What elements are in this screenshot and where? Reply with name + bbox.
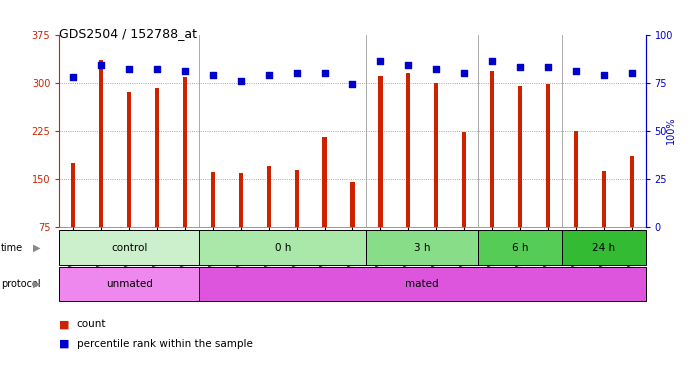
Bar bbox=[378, 76, 383, 227]
Bar bbox=[127, 92, 131, 227]
Bar bbox=[71, 162, 75, 227]
Text: time: time bbox=[1, 243, 23, 253]
Point bbox=[291, 70, 302, 76]
Text: percentile rank within the sample: percentile rank within the sample bbox=[77, 339, 253, 349]
Y-axis label: 100%: 100% bbox=[666, 117, 676, 144]
Text: ▶: ▶ bbox=[33, 279, 40, 289]
Bar bbox=[490, 71, 494, 227]
Bar bbox=[546, 84, 550, 227]
Point bbox=[207, 72, 218, 78]
Point bbox=[626, 70, 637, 76]
Bar bbox=[199, 230, 366, 265]
Bar bbox=[322, 137, 327, 227]
Text: ▶: ▶ bbox=[33, 243, 40, 253]
Point bbox=[263, 72, 274, 78]
Bar bbox=[99, 60, 103, 227]
Bar bbox=[462, 132, 466, 227]
Bar bbox=[602, 171, 606, 227]
Bar bbox=[518, 86, 522, 227]
Bar bbox=[562, 230, 646, 265]
Point bbox=[459, 70, 470, 76]
Point bbox=[151, 66, 163, 72]
Text: 3 h: 3 h bbox=[414, 243, 431, 253]
Bar bbox=[239, 174, 243, 227]
Text: GDS2504 / 152788_at: GDS2504 / 152788_at bbox=[59, 27, 198, 40]
Point bbox=[68, 74, 79, 80]
Bar bbox=[199, 267, 646, 301]
Point bbox=[542, 64, 554, 70]
Bar bbox=[59, 230, 199, 265]
Point bbox=[124, 66, 135, 72]
Point bbox=[598, 72, 609, 78]
Bar bbox=[155, 88, 159, 227]
Point bbox=[487, 58, 498, 65]
Bar bbox=[434, 83, 438, 227]
Text: count: count bbox=[77, 319, 106, 329]
Bar bbox=[478, 230, 562, 265]
Bar bbox=[406, 73, 410, 227]
Bar bbox=[350, 182, 355, 227]
Text: 24 h: 24 h bbox=[592, 243, 616, 253]
Text: protocol: protocol bbox=[1, 279, 40, 289]
Point bbox=[179, 68, 191, 74]
Point bbox=[375, 58, 386, 65]
Point bbox=[570, 68, 581, 74]
Bar bbox=[574, 131, 578, 227]
Point bbox=[403, 62, 414, 68]
Bar bbox=[295, 170, 299, 227]
Point bbox=[431, 66, 442, 72]
Point bbox=[319, 70, 330, 76]
Bar bbox=[59, 267, 199, 301]
Text: ■: ■ bbox=[59, 319, 70, 329]
Bar bbox=[630, 156, 634, 227]
Point bbox=[514, 64, 526, 70]
Text: unmated: unmated bbox=[105, 279, 153, 289]
Bar bbox=[267, 166, 271, 227]
Text: ■: ■ bbox=[59, 339, 70, 349]
Point bbox=[96, 62, 107, 68]
Point bbox=[235, 78, 246, 84]
Bar bbox=[183, 78, 187, 227]
Text: mated: mated bbox=[406, 279, 439, 289]
Text: 0 h: 0 h bbox=[274, 243, 291, 253]
Text: control: control bbox=[111, 243, 147, 253]
Text: 6 h: 6 h bbox=[512, 243, 528, 253]
Bar bbox=[366, 230, 478, 265]
Bar bbox=[211, 172, 215, 227]
Point bbox=[347, 81, 358, 88]
